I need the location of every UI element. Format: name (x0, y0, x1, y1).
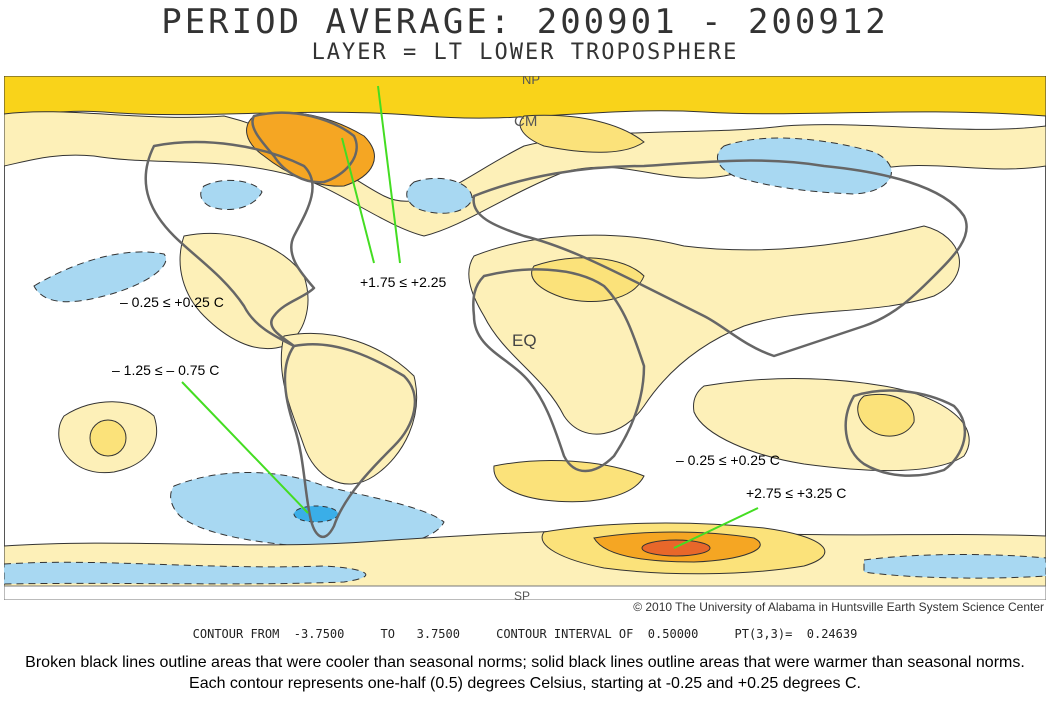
antarctica-land (4, 585, 1046, 600)
south-america-outline (283, 342, 417, 539)
map-subtitle: LAYER = LT LOWER TROPOSPHERE (311, 40, 739, 65)
north-africa-warm (531, 257, 645, 303)
greenland-outline (251, 111, 358, 184)
north-pole-label: NP (522, 76, 540, 87)
antarctic-cool-band (4, 561, 367, 585)
annotation-north-atlantic: +1.75 ≤ +2.25 (360, 274, 447, 290)
annotation-indian-ocean-neutral: – 0.25 ≤ +0.25 C (676, 452, 780, 468)
north-atlantic-cool (406, 177, 473, 214)
australia-outline (844, 389, 967, 477)
central-meridian-label: CM (514, 113, 537, 130)
map-caption: Broken black lines outline areas that we… (25, 654, 1025, 692)
north-america-outline (144, 140, 316, 348)
north-pacific-cool (33, 251, 167, 303)
annotation-pacific-neutral: – 0.25 ≤ +0.25 C (120, 294, 224, 310)
continent-outlines (144, 111, 968, 539)
south-america-warm (280, 332, 418, 485)
indian-ocean-warm (493, 460, 645, 503)
south-pole-label: SP (514, 589, 530, 600)
africa-outline (472, 268, 646, 473)
annotation-antarctic-warm: +2.75 ≤ +3.25 C (746, 485, 846, 501)
temperature-anomaly-map: NP CM EQ SP +1.75 ≤ +2.25 – 0.25 ≤ +0.25… (4, 76, 1046, 600)
equator-label: EQ (512, 331, 537, 350)
pointer-north-atlantic-2 (377, 85, 401, 264)
pointer-north-atlantic-1 (341, 137, 375, 264)
pointer-south-pacific (181, 381, 309, 514)
annotation-pointers (181, 85, 759, 549)
pointer-antarctic (673, 507, 759, 549)
antarctic-cool-east (863, 554, 1046, 579)
south-pacific-warm-core (89, 419, 127, 457)
europe-warm (519, 114, 645, 153)
eurasia-outline (472, 159, 968, 358)
south-pacific-cool-core (293, 505, 339, 523)
contour-info: CONTOUR FROM -3.7500 TO 3.7500 CONTOUR I… (192, 627, 858, 641)
map-title: PERIOD AVERAGE: 200901 - 200912 (161, 2, 889, 42)
canada-cool (200, 179, 263, 210)
copyright-credit: © 2010 The University of Alabama in Hunt… (633, 600, 1044, 614)
annotation-south-pacific-cool: – 1.25 ≤ – 0.75 C (112, 362, 219, 378)
australia-warm-core (857, 394, 915, 437)
siberia-cool (716, 137, 892, 195)
arctic-warm-band (4, 76, 1046, 119)
